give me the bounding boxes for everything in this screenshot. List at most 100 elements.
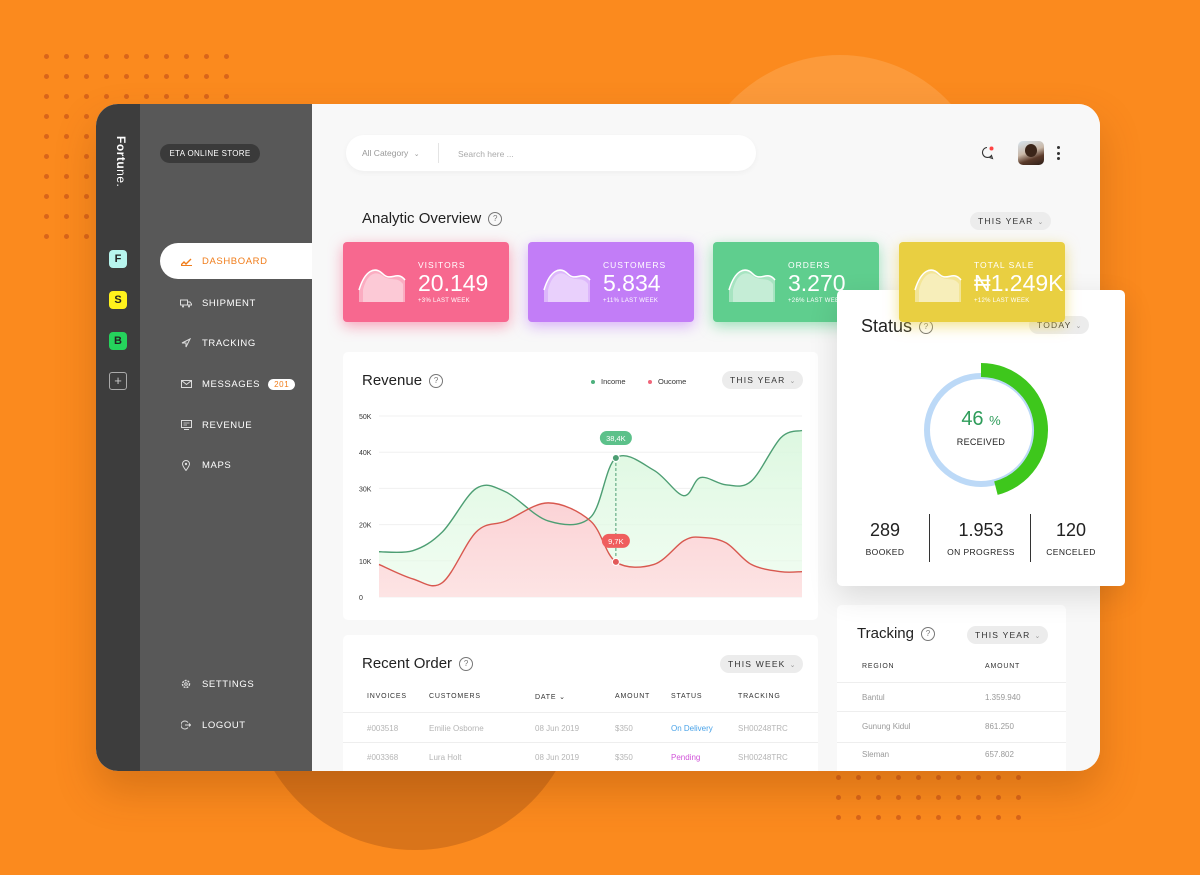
y-tick-label: 50K (359, 414, 372, 421)
decorative-dot (64, 134, 69, 139)
column-header-customers[interactable]: CUSTOMERS (429, 693, 481, 700)
dot-pattern-bottom-right (836, 775, 1021, 820)
status-cell: Pending (671, 753, 701, 762)
stat-canceled-value: 120 (1055, 520, 1087, 540)
column-header-amount[interactable]: AMOUNT (985, 663, 1021, 670)
decorative-dot (184, 74, 189, 79)
decorative-dot (204, 54, 209, 59)
tracking-period-dropdown[interactable]: THIS YEAR ⌄ (967, 626, 1049, 644)
workspace-s-button[interactable]: S (109, 291, 127, 309)
decorative-dot (84, 74, 89, 79)
chevron-down-icon: ⌄ (1075, 323, 1082, 330)
decorative-dot (164, 54, 169, 59)
navigation-icon (180, 337, 192, 349)
sidebar-item-maps[interactable]: MAPS (160, 447, 312, 483)
column-header-amount[interactable]: AMOUNT (615, 693, 651, 700)
sidebar-item-revenue[interactable]: REVENUE (160, 407, 312, 443)
decorative-dot (856, 795, 861, 800)
kpi-card-visitors[interactable]: VISITORS 20.149 +3% LAST WEEK (343, 242, 509, 322)
y-tick-label: 40K (359, 450, 372, 457)
kpi-card-customers[interactable]: CUSTOMERS 5.834 +11% LAST WEEK (528, 242, 694, 322)
legend-outcome: Oucome (648, 377, 686, 386)
amount-cell: $350 (615, 753, 633, 762)
sidebar-item-shipment[interactable]: SHIPMENT (160, 285, 312, 321)
column-header-date[interactable]: DATE ⌄ (535, 694, 566, 701)
help-icon[interactable]: ? (488, 211, 503, 226)
help-icon[interactable]: ? (920, 626, 935, 641)
decorative-dot (44, 54, 49, 59)
sidebar-item-label: SETTINGS (202, 678, 255, 690)
column-header-status[interactable]: STATUS (671, 693, 703, 700)
sidebar-item-logout[interactable]: LOGOUT (160, 707, 312, 743)
stat-progress-label: ON PROGRESS (947, 547, 1015, 557)
recent-order-period-dropdown[interactable]: THIS WEEK ⌄ (720, 655, 804, 673)
revenue-period-dropdown[interactable]: THIS YEAR ⌄ (722, 371, 804, 389)
area-chart-icon (914, 269, 962, 302)
add-workspace-button[interactable]: + (109, 372, 127, 390)
help-icon[interactable]: ? (429, 373, 444, 388)
analytic-period-dropdown[interactable]: THIS YEAR ⌄ (970, 212, 1052, 230)
column-header-tracking[interactable]: TRACKING (738, 693, 781, 700)
workspace-b-button[interactable]: B (109, 332, 127, 350)
sidebar-item-dashboard[interactable]: DASHBOARD (160, 243, 312, 279)
decorative-dot (144, 54, 149, 59)
category-dropdown[interactable]: All Category ⌄ (362, 135, 420, 173)
recent-order-panel: Recent Order? THIS WEEK ⌄ INVOICES CUSTOM… (343, 635, 818, 771)
decorative-dot (64, 74, 69, 79)
truck-icon (180, 297, 192, 309)
income-tooltip (599, 430, 632, 445)
decorative-dot (996, 795, 1001, 800)
decorative-dot (44, 114, 49, 119)
user-avatar[interactable] (1018, 141, 1044, 165)
stat-progress-value: 1.953 (958, 520, 1004, 540)
decorative-dot (916, 815, 921, 820)
row-divider (837, 682, 1066, 683)
tracking-title: Tracking? (857, 625, 935, 642)
help-icon[interactable]: ? (459, 656, 474, 671)
outcome-tooltip (601, 533, 630, 548)
decorative-dot (856, 775, 861, 780)
sidebar-item-settings[interactable]: SETTINGS (160, 666, 312, 702)
donut-received-arc (980, 363, 1048, 495)
chat-notification-icon[interactable] (980, 146, 994, 165)
donut-percent: 46 % (961, 408, 1001, 430)
decorative-dot (64, 234, 69, 239)
income-tooltip-label: 38,4K (606, 434, 626, 443)
decorative-dot (896, 795, 901, 800)
region-cell: Sleman (862, 750, 890, 759)
decorative-dot (64, 174, 69, 179)
decorative-dot (84, 174, 89, 179)
decorative-dot (936, 775, 941, 780)
sidebar-item-label: MAPS (202, 459, 232, 471)
chevron-down-icon: ⌄ (413, 151, 420, 158)
more-options-icon[interactable] (1056, 146, 1060, 160)
decorative-dot (936, 795, 941, 800)
customer-cell: Lura Holt (429, 753, 462, 762)
column-header-invoices[interactable]: INVOICES (367, 693, 407, 700)
donut-label: RECEIVED (956, 437, 1006, 447)
area-chart-icon (543, 269, 591, 302)
search-input[interactable] (456, 143, 740, 165)
chart-icon (180, 255, 192, 267)
sidebar-item-tracking[interactable]: TRACKING (160, 325, 312, 361)
decorative-dot (896, 815, 901, 820)
amount-cell: 861.250 (985, 722, 1014, 731)
tracking-panel: Tracking? THIS YEAR ⌄ REGION AMOUNT Bantu… (837, 605, 1066, 771)
column-header-region[interactable]: REGION (862, 663, 895, 670)
decorative-dot (1016, 815, 1021, 820)
received-donut-chart (924, 363, 1048, 495)
status-panel: Status? TODAY ⌄ 46 % RECEIVED 289 BOOKED … (837, 290, 1125, 586)
row-divider (343, 712, 818, 713)
decorative-dot (64, 214, 69, 219)
decorative-dot (64, 94, 69, 99)
store-name-pill[interactable]: ETA ONLINE STORE (160, 144, 260, 163)
decorative-dot (84, 54, 89, 59)
workspace-f-button[interactable]: F (109, 250, 127, 268)
decorative-dot (876, 815, 881, 820)
sidebar-item-messages[interactable]: MESSAGES 201 (160, 366, 312, 402)
sidebar-item-label: DASHBOARD (202, 255, 268, 267)
kpi-card-total-sale[interactable]: TOTAL SALE ₦1.249K +12% LAST WEEK (899, 242, 1065, 322)
kpi-label: TOTAL SALE (974, 260, 1035, 270)
area-chart-icon (728, 269, 776, 302)
decorative-dot (144, 74, 149, 79)
